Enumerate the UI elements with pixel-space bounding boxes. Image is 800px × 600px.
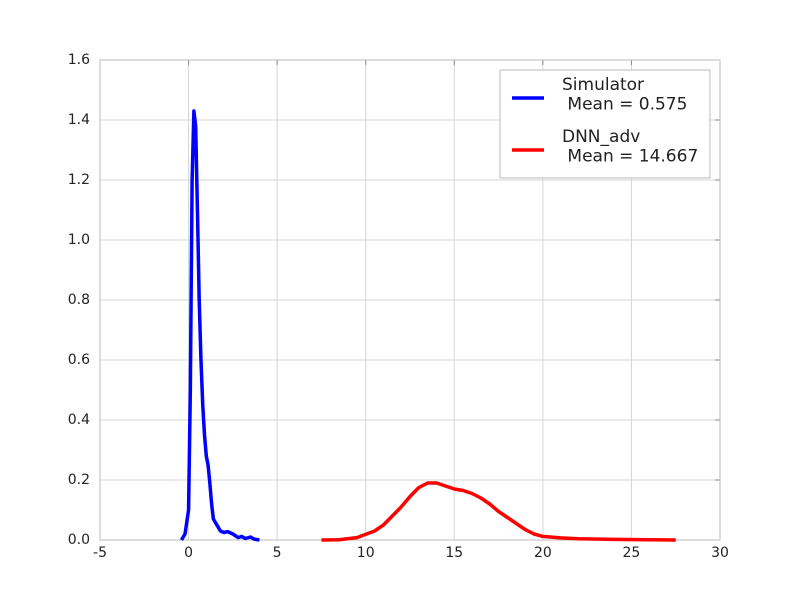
y-tick-label: 1.0 (68, 232, 90, 248)
x-tick-label: 25 (623, 545, 641, 561)
x-tick-label: 10 (357, 545, 375, 561)
x-tick-label: 0 (184, 545, 193, 561)
y-tick-label: 0.6 (68, 352, 90, 368)
legend-label: DNN_adv Mean = 14.667 (562, 127, 698, 167)
y-tick-label: 1.2 (68, 172, 90, 188)
y-tick-label: 1.6 (68, 52, 90, 68)
y-tick-label: 0.2 (68, 472, 90, 488)
x-tick-label: 5 (273, 545, 282, 561)
data-line (321, 481, 676, 542)
y-tick-label: 0.0 (68, 532, 90, 548)
data-line (179, 109, 260, 542)
y-tick-label: 0.8 (68, 292, 90, 308)
legend-box (499, 69, 711, 179)
x-tick-label: 15 (445, 545, 463, 561)
y-tick-label: 1.4 (68, 112, 90, 128)
x-tick-label: 30 (711, 545, 729, 561)
plot-frame (99, 59, 721, 541)
legend-label: Simulator Mean = 0.575 (562, 75, 687, 115)
x-tick-label: -5 (93, 545, 107, 561)
y-tick-label: 0.4 (68, 412, 90, 428)
x-tick-label: 20 (534, 545, 552, 561)
